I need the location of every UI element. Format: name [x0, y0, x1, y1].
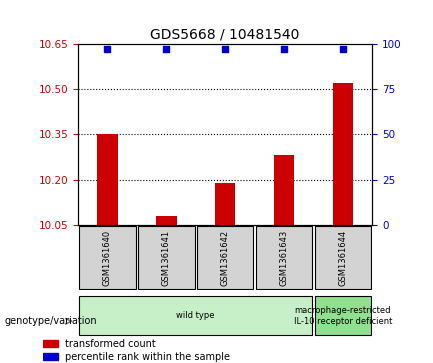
FancyBboxPatch shape: [315, 227, 371, 289]
Point: [222, 46, 229, 52]
Text: GSM1361644: GSM1361644: [339, 230, 347, 286]
Bar: [43, 340, 58, 347]
Text: GSM1361643: GSM1361643: [280, 230, 288, 286]
Bar: [43, 353, 58, 360]
FancyBboxPatch shape: [79, 227, 136, 289]
Bar: [333, 83, 353, 225]
FancyBboxPatch shape: [315, 296, 371, 335]
Text: wild type: wild type: [177, 311, 215, 320]
FancyBboxPatch shape: [197, 227, 253, 289]
Text: percentile rank within the sample: percentile rank within the sample: [65, 352, 230, 362]
Bar: [274, 155, 294, 225]
Text: GSM1361642: GSM1361642: [221, 230, 229, 286]
Text: GSM1361641: GSM1361641: [162, 230, 171, 286]
FancyBboxPatch shape: [79, 296, 312, 335]
Text: GSM1361640: GSM1361640: [103, 230, 112, 286]
Bar: [215, 183, 236, 225]
Point: [104, 46, 111, 52]
Title: GDS5668 / 10481540: GDS5668 / 10481540: [151, 27, 300, 41]
Bar: [156, 216, 177, 225]
Text: macrophage-restricted
IL-10 receptor deficient: macrophage-restricted IL-10 receptor def…: [294, 306, 392, 326]
Bar: [97, 134, 118, 225]
Point: [281, 46, 288, 52]
Point: [339, 46, 346, 52]
Text: genotype/variation: genotype/variation: [4, 316, 97, 326]
FancyBboxPatch shape: [138, 227, 194, 289]
Text: transformed count: transformed count: [65, 339, 156, 348]
Point: [163, 46, 170, 52]
FancyBboxPatch shape: [256, 227, 312, 289]
